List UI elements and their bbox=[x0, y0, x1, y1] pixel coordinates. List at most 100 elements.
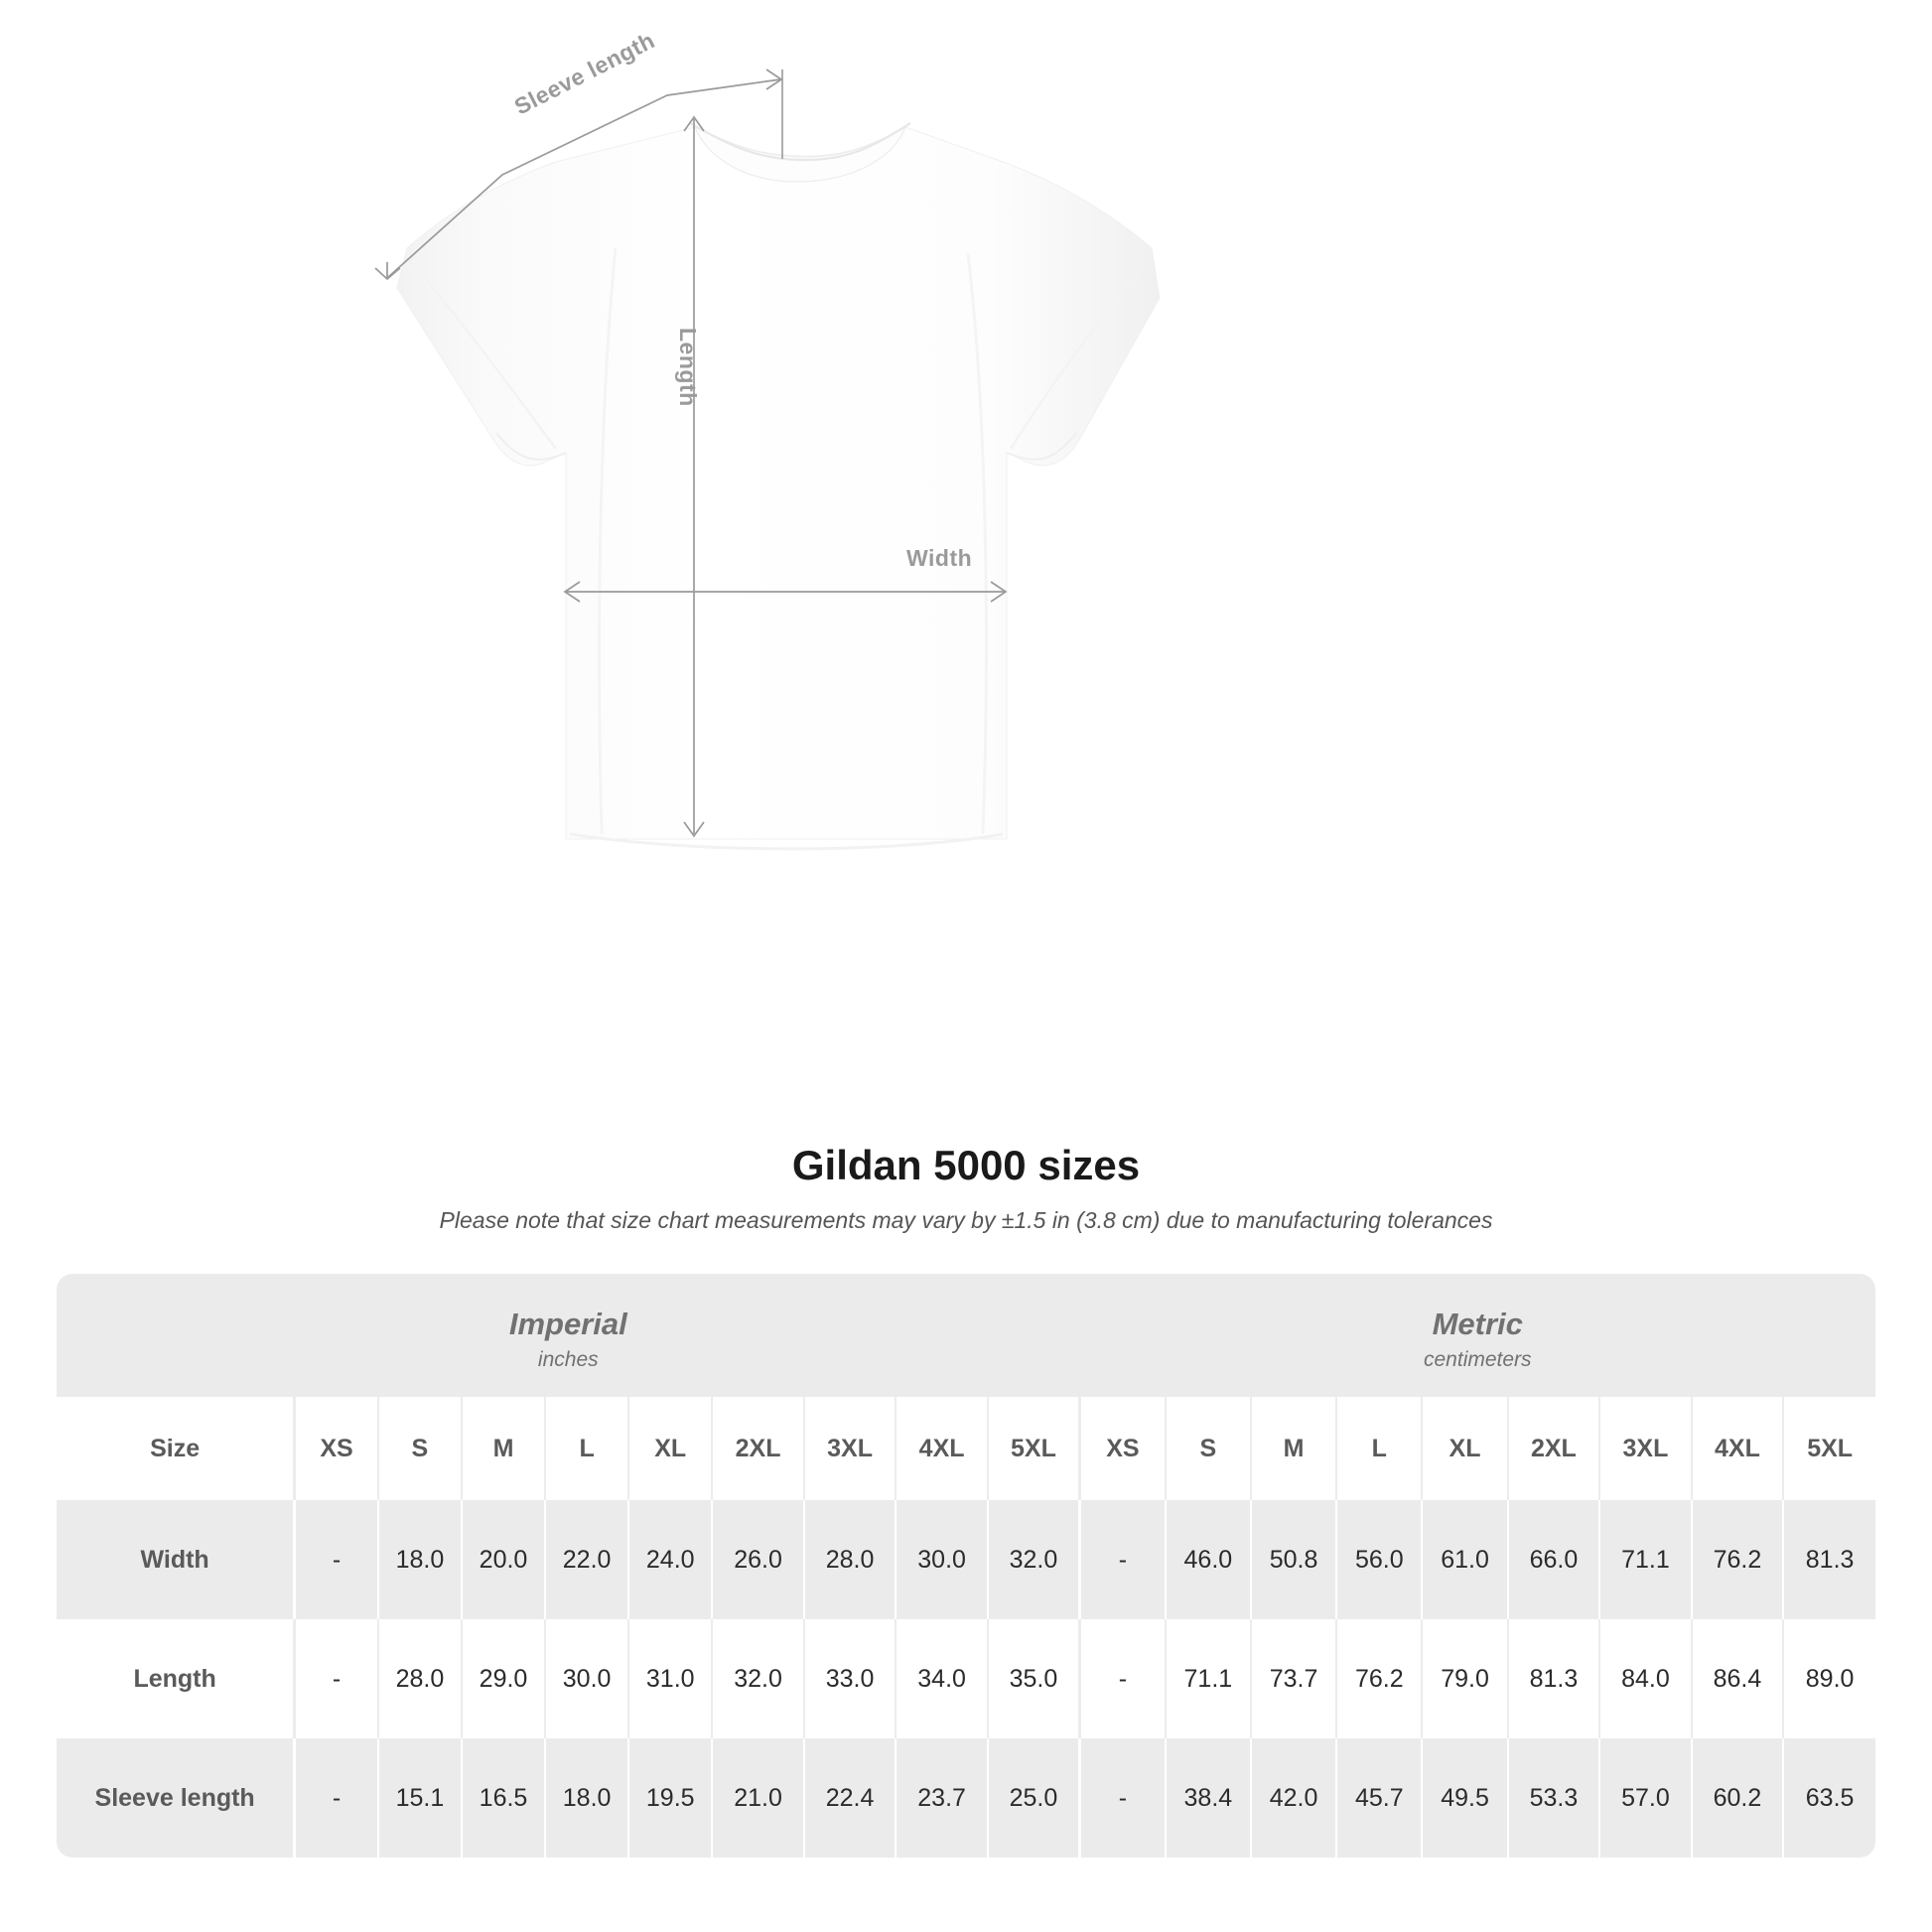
col-header-imperial-s: S bbox=[376, 1397, 462, 1500]
size-chart-table: Imperial inches Metric centimeters Size … bbox=[57, 1274, 1875, 1858]
cell-length-imperial-2xl: 32.0 bbox=[711, 1619, 804, 1738]
metric-label: Metric bbox=[1432, 1307, 1523, 1341]
width-dimension-label: Width bbox=[906, 545, 973, 571]
unit-banner-row: Imperial inches Metric centimeters bbox=[57, 1274, 1875, 1397]
cell-sleeve-metric-5xl: 63.5 bbox=[1782, 1738, 1875, 1858]
cell-sleeve-metric-3xl: 57.0 bbox=[1598, 1738, 1692, 1858]
page-title: Gildan 5000 sizes bbox=[791, 1142, 1141, 1188]
col-header-metric-xl: XL bbox=[1421, 1397, 1508, 1500]
cell-width-metric-xs: - bbox=[1078, 1500, 1166, 1619]
col-header-imperial-2xl: 2XL bbox=[711, 1397, 804, 1500]
col-header-metric-s: S bbox=[1164, 1397, 1251, 1500]
cell-length-metric-5xl: 89.0 bbox=[1782, 1619, 1875, 1738]
metric-unit: centimeters bbox=[1424, 1348, 1532, 1371]
cell-width-imperial-m: 20.0 bbox=[460, 1500, 546, 1619]
cell-length-metric-l: 76.2 bbox=[1335, 1619, 1423, 1738]
col-header-imperial-m: M bbox=[460, 1397, 546, 1500]
cell-length-metric-2xl: 81.3 bbox=[1506, 1619, 1600, 1738]
cell-width-metric-l: 56.0 bbox=[1335, 1500, 1423, 1619]
table-row: Width - 18.0 20.0 22.0 24.0 26.0 28.0 30… bbox=[57, 1500, 1875, 1619]
metric-banner: Metric centimeters bbox=[1079, 1274, 1875, 1397]
cell-sleeve-imperial-4xl: 23.7 bbox=[895, 1738, 988, 1858]
tshirt-diagram-svg bbox=[374, 69, 1161, 851]
cell-sleeve-imperial-l: 18.0 bbox=[544, 1738, 629, 1858]
cell-sleeve-metric-xs: - bbox=[1078, 1738, 1166, 1858]
tolerance-note: Please note that size chart measurements… bbox=[439, 1207, 1493, 1234]
cell-sleeve-imperial-xl: 19.5 bbox=[627, 1738, 713, 1858]
sleeve-measure-line bbox=[374, 69, 783, 281]
cell-sleeve-imperial-xs: - bbox=[293, 1738, 378, 1858]
cell-length-imperial-m: 29.0 bbox=[460, 1619, 546, 1738]
col-header-imperial-l: L bbox=[544, 1397, 629, 1500]
cell-length-imperial-xs: - bbox=[293, 1619, 378, 1738]
size-chart-container: Imperial inches Metric centimeters Size … bbox=[57, 1274, 1875, 1858]
cell-width-metric-3xl: 71.1 bbox=[1598, 1500, 1692, 1619]
cell-width-imperial-2xl: 26.0 bbox=[711, 1500, 804, 1619]
imperial-unit: inches bbox=[537, 1348, 599, 1371]
col-header-imperial-xs: XS bbox=[293, 1397, 378, 1500]
cell-sleeve-imperial-3xl: 22.4 bbox=[802, 1738, 897, 1858]
cell-sleeve-imperial-s: 15.1 bbox=[376, 1738, 462, 1858]
cell-sleeve-imperial-2xl: 21.0 bbox=[711, 1738, 804, 1858]
size-header-row: Size XS S M L XL 2XL 3XL 4XL 5XL XS S M … bbox=[57, 1397, 1875, 1500]
cell-length-imperial-4xl: 34.0 bbox=[895, 1619, 988, 1738]
cell-width-metric-s: 46.0 bbox=[1164, 1500, 1251, 1619]
cell-width-imperial-3xl: 28.0 bbox=[802, 1500, 897, 1619]
row-label-width: Width bbox=[140, 1545, 209, 1574]
cell-width-imperial-s: 18.0 bbox=[376, 1500, 462, 1619]
col-header-imperial-xl: XL bbox=[627, 1397, 713, 1500]
cell-sleeve-metric-xl: 49.5 bbox=[1421, 1738, 1508, 1858]
tshirt-shape bbox=[396, 122, 1161, 851]
cell-sleeve-metric-l: 45.7 bbox=[1335, 1738, 1423, 1858]
cell-length-imperial-l: 30.0 bbox=[544, 1619, 629, 1738]
col-header-metric-l: L bbox=[1335, 1397, 1423, 1500]
col-header-metric-m: M bbox=[1249, 1397, 1337, 1500]
cell-width-metric-5xl: 81.3 bbox=[1782, 1500, 1875, 1619]
col-header-metric-4xl: 4XL bbox=[1690, 1397, 1784, 1500]
length-measure-line bbox=[683, 115, 705, 838]
cell-width-imperial-5xl: 32.0 bbox=[986, 1500, 1080, 1619]
cell-width-imperial-4xl: 30.0 bbox=[895, 1500, 988, 1619]
col-header-imperial-3xl: 3XL bbox=[802, 1397, 897, 1500]
imperial-banner: Imperial inches bbox=[57, 1274, 1080, 1397]
cell-width-metric-xl: 61.0 bbox=[1421, 1500, 1508, 1619]
cell-length-imperial-xl: 31.0 bbox=[627, 1619, 713, 1738]
col-header-metric-2xl: 2XL bbox=[1506, 1397, 1600, 1500]
cell-length-metric-m: 73.7 bbox=[1249, 1619, 1337, 1738]
cell-width-metric-m: 50.8 bbox=[1249, 1500, 1337, 1619]
cell-length-metric-xs: - bbox=[1078, 1619, 1166, 1738]
col-header-imperial-5xl: 5XL bbox=[986, 1397, 1080, 1500]
cell-length-metric-xl: 79.0 bbox=[1421, 1619, 1508, 1738]
cell-width-metric-2xl: 66.0 bbox=[1506, 1500, 1600, 1619]
row-label-sleeve-length: Sleeve length bbox=[94, 1783, 255, 1812]
width-measure-line bbox=[563, 581, 1008, 603]
title-block: Gildan 5000 sizes Please note that size … bbox=[0, 1142, 1932, 1234]
col-header-metric-3xl: 3XL bbox=[1598, 1397, 1692, 1500]
cell-sleeve-metric-2xl: 53.3 bbox=[1506, 1738, 1600, 1858]
col-header-imperial-4xl: 4XL bbox=[895, 1397, 988, 1500]
imperial-label: Imperial bbox=[508, 1307, 627, 1341]
cell-length-imperial-3xl: 33.0 bbox=[802, 1619, 897, 1738]
cell-length-metric-s: 71.1 bbox=[1164, 1619, 1251, 1738]
cell-sleeve-metric-s: 38.4 bbox=[1164, 1738, 1251, 1858]
size-header-label: Size bbox=[150, 1434, 201, 1462]
cell-length-metric-3xl: 84.0 bbox=[1598, 1619, 1692, 1738]
tshirt-illustration: Sleeve length Length Width bbox=[374, 27, 1161, 851]
cell-sleeve-metric-m: 42.0 bbox=[1249, 1738, 1337, 1858]
cell-width-imperial-xs: - bbox=[293, 1500, 378, 1619]
cell-length-metric-4xl: 86.4 bbox=[1690, 1619, 1784, 1738]
row-label-length: Length bbox=[133, 1664, 216, 1693]
cell-sleeve-imperial-m: 16.5 bbox=[460, 1738, 546, 1858]
col-header-metric-xs: XS bbox=[1078, 1397, 1166, 1500]
cell-width-imperial-l: 22.0 bbox=[544, 1500, 629, 1619]
table-row: Length - 28.0 29.0 30.0 31.0 32.0 33.0 3… bbox=[57, 1619, 1875, 1738]
col-header-metric-5xl: 5XL bbox=[1782, 1397, 1875, 1500]
table-row: Sleeve length - 15.1 16.5 18.0 19.5 21.0… bbox=[57, 1738, 1875, 1858]
cell-length-imperial-s: 28.0 bbox=[376, 1619, 462, 1738]
cell-length-imperial-5xl: 35.0 bbox=[986, 1619, 1080, 1738]
cell-width-metric-4xl: 76.2 bbox=[1690, 1500, 1784, 1619]
cell-sleeve-metric-4xl: 60.2 bbox=[1690, 1738, 1784, 1858]
length-dimension-label: Length bbox=[675, 328, 701, 407]
cell-width-imperial-xl: 24.0 bbox=[627, 1500, 713, 1619]
cell-sleeve-imperial-5xl: 25.0 bbox=[986, 1738, 1080, 1858]
